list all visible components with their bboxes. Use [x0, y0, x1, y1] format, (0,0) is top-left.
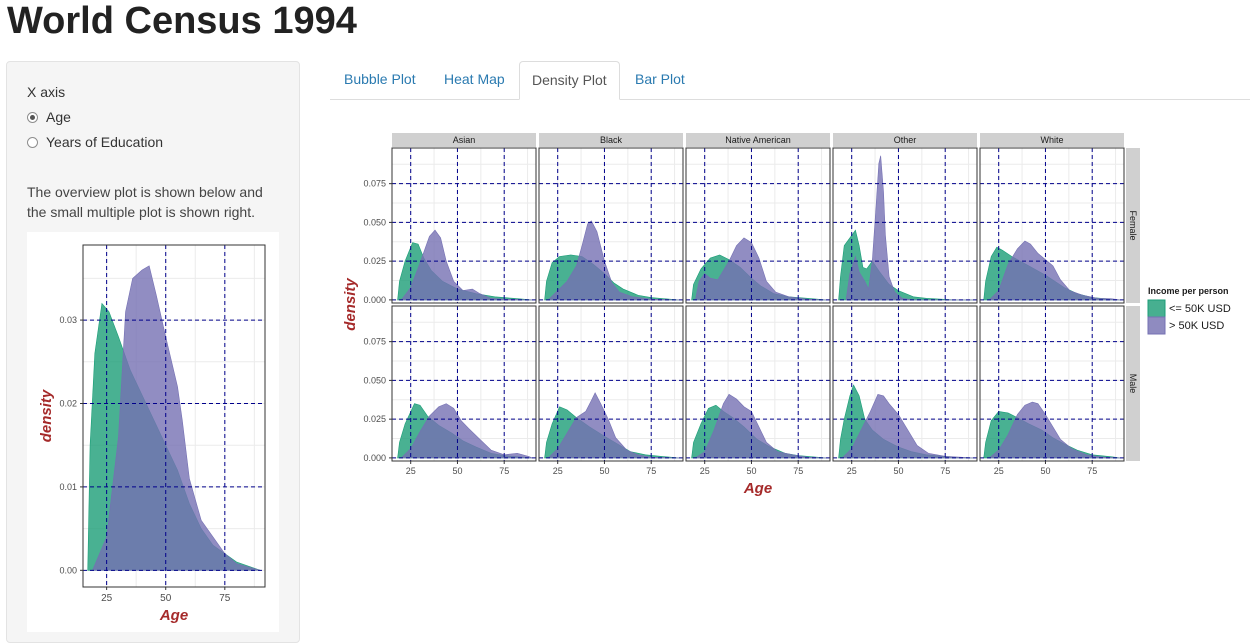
- overview-y-tick-label: 0.03: [59, 315, 77, 325]
- facet-x-tick-label: 25: [406, 466, 416, 476]
- plot-tabs: Bubble Plot Heat Map Density Plot Bar Pl…: [330, 61, 1250, 100]
- facet-row-label: Male: [1128, 374, 1138, 394]
- facet-strip-asian: [392, 133, 536, 147]
- legend-key-swatch: [1147, 316, 1166, 335]
- facet-y-tick-label: 0.050: [363, 375, 386, 385]
- facet-asian-female-density-area: [400, 229, 533, 301]
- facet-native-american-female-panel-border: [685, 147, 831, 304]
- facet-black-male-density-area: [547, 392, 680, 459]
- facet-strip-label: Black: [600, 135, 623, 145]
- overview-panel-border: [82, 244, 266, 588]
- facet-other-male-panel-border: [832, 305, 978, 462]
- overview-x-tick-label: 50: [160, 593, 172, 604]
- tab-bubble-plot[interactable]: Bubble Plot: [344, 71, 416, 87]
- facet-other-female-panel-border: [832, 147, 978, 304]
- radio-option-age[interactable]: Age: [27, 109, 71, 125]
- facet-y-tick-label: 0.075: [363, 179, 386, 189]
- facet-black-male-panel-border: [538, 305, 684, 462]
- small-multiple-plot-container: Asian Black Native American Other White Femal…: [330, 125, 1250, 525]
- radio-label-age: Age: [46, 109, 71, 125]
- overview-density-area: [92, 265, 261, 571]
- facet-y-tick-label: 0.025: [363, 414, 386, 424]
- facet-white-female-panel-border: [979, 147, 1125, 304]
- x-axis-label: X axis: [27, 84, 66, 100]
- legend-key-swatch: [1147, 299, 1166, 318]
- facet-strip-black: [539, 133, 683, 147]
- legend-entry-label: > 50K USD: [1169, 320, 1224, 332]
- facet-native-american-male-panel-border: [685, 305, 831, 462]
- legend-entry-label: <= 50K USD: [1169, 303, 1231, 315]
- facet-y-tick-label: 0.000: [363, 453, 386, 463]
- tab-heat-map[interactable]: Heat Map: [444, 71, 505, 87]
- facet-x-tick-label: 50: [1040, 466, 1050, 476]
- facet-x-tick-label: 50: [599, 466, 609, 476]
- facet-x-tick-label: 50: [746, 466, 756, 476]
- overview-y-tick-label: 0.00: [59, 565, 77, 575]
- facet-strip-native-american: [686, 133, 830, 147]
- facet-strip-other: [833, 133, 977, 147]
- small-multiple-density-plot: Asian Black Native American Other White Femal…: [342, 133, 1231, 497]
- facet-black-female-panel-border: [538, 147, 684, 304]
- facet-x-tick-label: 50: [452, 466, 462, 476]
- overview-x-tick-label: 75: [219, 593, 231, 604]
- facet-white-male-panel-border: [979, 305, 1125, 462]
- facet-strip-label: Native American: [725, 135, 791, 145]
- legend-title: Income per person: [1148, 286, 1229, 296]
- facet-strip-label: Asian: [453, 135, 476, 145]
- facet-strip-female: [1126, 148, 1140, 303]
- facet-y-tick-label: 0.050: [363, 217, 386, 227]
- facet-black-female-density-area: [547, 220, 680, 301]
- facet-x-tick-label: 75: [940, 466, 950, 476]
- facet-x-tick-label: 75: [499, 466, 509, 476]
- facet-x-tick-label: 50: [893, 466, 903, 476]
- facet-y-axis-title: density: [342, 278, 359, 331]
- sidebar-panel: X axis Age Years of Education The overvi…: [6, 61, 300, 643]
- facet-white-female-density-area: [988, 240, 1121, 301]
- facet-x-tick-label: 75: [1087, 466, 1097, 476]
- facet-other-female-density-area: [845, 155, 974, 301]
- facet-asian-male-panel-border: [391, 305, 537, 462]
- overview-density-plot: 0.00 0.01 0.02 0.03 25 50 75 Age density: [38, 244, 266, 624]
- facet-y-tick-label: 0.000: [363, 295, 386, 305]
- radio-option-years-of-education[interactable]: Years of Education: [27, 134, 163, 150]
- facet-x-tick-label: 25: [994, 466, 1004, 476]
- facet-x-axis-title: Age: [743, 480, 772, 497]
- overview-y-tick-label: 0.02: [59, 398, 77, 408]
- facet-x-tick-label: 25: [700, 466, 710, 476]
- radio-button-age[interactable]: [27, 111, 38, 123]
- overview-y-tick-label: 0.01: [59, 482, 77, 492]
- page-title: World Census 1994: [7, 0, 357, 42]
- radio-button-years-of-education[interactable]: [27, 136, 38, 148]
- facet-strip-label: White: [1040, 135, 1063, 145]
- facet-y-tick-label: 0.025: [363, 256, 386, 266]
- facet-x-tick-label: 25: [553, 466, 563, 476]
- facet-row-label: Female: [1128, 210, 1138, 240]
- facet-asian-male-density-area: [400, 403, 533, 459]
- facet-x-tick-label: 75: [646, 466, 656, 476]
- tab-bar-plot[interactable]: Bar Plot: [635, 71, 685, 87]
- facet-x-tick-label: 25: [847, 466, 857, 476]
- facet-x-tick-label: 75: [793, 466, 803, 476]
- overview-x-axis-title: Age: [159, 607, 188, 624]
- radio-label-years-of-education: Years of Education: [46, 134, 164, 150]
- facet-other-male-density-area: [841, 393, 974, 459]
- overview-plot-container: 0.00 0.01 0.02 0.03 25 50 75 Age density: [27, 232, 279, 632]
- facet-strip-label: Other: [894, 135, 917, 145]
- facet-strip-white: [980, 133, 1124, 147]
- overview-y-axis-title: density: [38, 389, 55, 442]
- overview-x-tick-label: 25: [101, 593, 113, 604]
- tab-density-plot[interactable]: Density Plot: [519, 61, 620, 100]
- facet-strip-male: [1126, 306, 1140, 461]
- sidebar-description: The overview plot is shown below and the…: [27, 184, 263, 220]
- facet-asian-female-panel-border: [391, 147, 537, 304]
- facet-y-tick-label: 0.075: [363, 337, 386, 347]
